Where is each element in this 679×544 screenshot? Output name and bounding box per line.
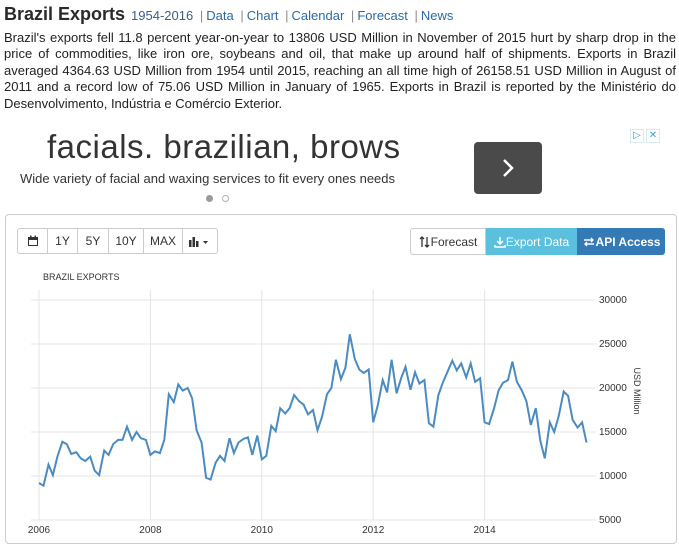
- x-tick-label: 2014: [473, 525, 496, 536]
- calendar-icon: [27, 235, 38, 246]
- x-tick-label: 2010: [251, 525, 274, 536]
- download-icon: [494, 236, 506, 248]
- range-10y-button[interactable]: 10Y: [108, 228, 144, 254]
- forecast-label: Forecast: [430, 234, 478, 249]
- ad-close-icon[interactable]: ✕: [646, 129, 660, 143]
- exchange-icon: [583, 237, 594, 246]
- nav-link-forecast[interactable]: Forecast: [357, 8, 408, 23]
- description-paragraph: Brazil's exports fell 11.8 percent year-…: [4, 30, 676, 111]
- nav-link-chart[interactable]: Chart: [246, 8, 279, 23]
- sort-arrows-icon: [419, 235, 430, 248]
- chevron-right-icon: [503, 159, 514, 177]
- chart-title: BRAZIL EXPORTS: [43, 272, 120, 282]
- ad-choices-icon[interactable]: ▷: [630, 129, 644, 143]
- carousel-dot-active[interactable]: [206, 195, 213, 202]
- range-max-button[interactable]: MAX: [143, 228, 183, 254]
- carousel-dot[interactable]: [222, 195, 229, 202]
- y-tick-label: 30000: [599, 295, 627, 306]
- chart-gridlines: [31, 290, 596, 521]
- export-data-button[interactable]: Export Data: [486, 228, 577, 255]
- chart-type-dropdown[interactable]: [182, 228, 218, 254]
- page-title: Brazil Exports: [4, 4, 126, 24]
- y-tick-label: 5000: [599, 515, 622, 526]
- chart-action-toolbar: Forecast Export Data API Access: [410, 228, 665, 255]
- range-5y-button[interactable]: 5Y: [77, 228, 109, 254]
- nav-link-data[interactable]: Data: [206, 8, 234, 23]
- bar-chart-icon: [189, 237, 208, 247]
- calendar-button[interactable]: [17, 228, 48, 254]
- y-tick-label: 25000: [599, 339, 627, 350]
- y-tick-label: 15000: [599, 427, 627, 438]
- ad-next-button[interactable]: [474, 142, 542, 194]
- x-tick-label: 2008: [139, 525, 162, 536]
- ad-choices: ▷ ✕: [630, 129, 660, 143]
- page-header: Brazil Exports 1954-2016 | Data | Chart | C…: [4, 4, 453, 25]
- forecast-button[interactable]: Forecast: [410, 228, 486, 255]
- nav-link-calendar[interactable]: Calendar: [291, 8, 345, 23]
- y-tick-label: 10000: [599, 471, 627, 482]
- period-label: 1954-2016: [131, 8, 194, 23]
- range-1y-button[interactable]: 1Y: [47, 228, 78, 254]
- x-tick-label: 2006: [28, 525, 51, 536]
- x-tick-label: 2012: [362, 525, 385, 536]
- nav-link-news[interactable]: News: [420, 8, 454, 23]
- y-axis-label: USD Million: [632, 367, 642, 414]
- x-tick-labels: 2006 2008 2010 2012 2014: [28, 525, 496, 536]
- chart-range-toolbar: 1Y 5Y 10Y MAX: [17, 228, 218, 254]
- header-nav: 1954-2016 | Data | Chart | Calendar | Foreca…: [131, 8, 454, 23]
- api-access-label: API Access: [595, 234, 661, 249]
- exports-line-chart: BRAZIL EXPORTS 5000 10000 15000 20000 25000 3…: [28, 272, 642, 536]
- ad-carousel-dots: [206, 195, 229, 202]
- ad-title[interactable]: facials. brazilian, brows: [47, 128, 401, 165]
- ad-banner[interactable]: facials. brazilian, brows Wide variety o…: [0, 122, 679, 210]
- y-tick-labels: 5000 10000 15000 20000 25000 30000: [599, 295, 627, 526]
- ad-subtitle: Wide variety of facial and waxing servic…: [20, 171, 396, 186]
- api-access-button[interactable]: API Access: [577, 228, 665, 255]
- chart-panel: 1Y 5Y 10Y MAX Forecast Export Data API A…: [5, 214, 677, 544]
- y-tick-label: 20000: [599, 383, 627, 394]
- export-data-label: Export Data: [505, 234, 570, 249]
- series-line: [38, 334, 588, 488]
